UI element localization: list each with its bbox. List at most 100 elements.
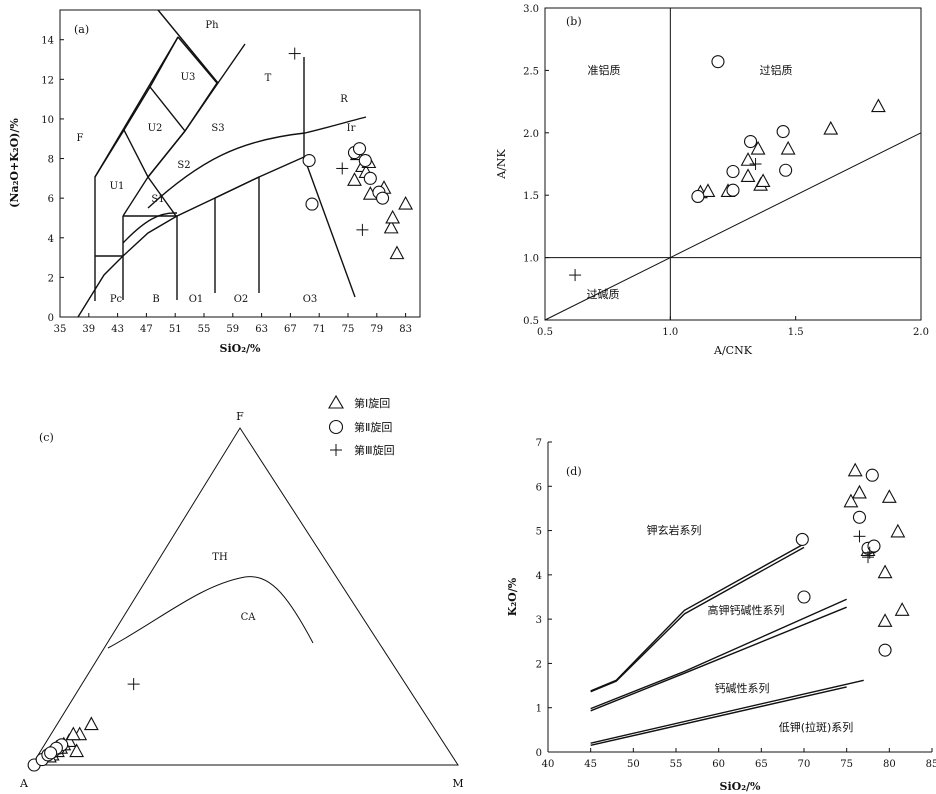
series-boundary-line	[590, 546, 805, 693]
legend-plus-icon	[330, 444, 342, 456]
y-tick-label: 5	[536, 527, 542, 538]
x-tick-label: 45	[584, 759, 597, 770]
data-point-triangle	[700, 183, 716, 198]
data-point-triangle	[69, 743, 85, 758]
y-axis-title-d: K₂O/%	[506, 577, 519, 616]
y-tick-label: 2	[48, 273, 54, 284]
x-tick-label: 79	[370, 324, 383, 335]
x-tick-label: 71	[313, 324, 326, 335]
series-boundary-line	[590, 686, 847, 747]
series-boundary-line	[590, 679, 864, 744]
data-point-triangle	[65, 726, 81, 741]
panel-label-a: (a)	[74, 23, 89, 36]
data-point-circle	[726, 164, 740, 179]
y-tick-label: 4	[48, 234, 54, 245]
y-tick-label: 1.5	[523, 191, 539, 202]
x-tick-label: 40	[542, 759, 555, 770]
y-axis-title-a: (Na₂O+K₂O)/%	[8, 118, 21, 208]
data-point-plus	[749, 158, 762, 170]
x-axis-title-b: A/CNK	[713, 344, 753, 357]
y-tick-label: 0	[536, 748, 542, 759]
data-point-triangle	[823, 120, 839, 135]
x-tick-label: 2.0	[913, 327, 929, 338]
data-point-triangle	[398, 195, 414, 210]
data-point-circle	[363, 171, 377, 185]
tas-field-boundaries	[77, 9, 367, 318]
axis-ticks-b: 0.5 1.0 1.5 2.0 0.5 1.0 1.5 2.0 2.5 3.0	[523, 4, 929, 338]
y-tick-label: 14	[41, 36, 54, 47]
data-point-triangle	[347, 172, 362, 186]
y-tick-label: 6	[48, 194, 54, 205]
plot-frame-b	[544, 7, 922, 321]
data-point-triangle	[740, 152, 756, 166]
field-label-low-k: 低钾(拉斑)系列	[779, 720, 854, 734]
y-tick-label: 7	[536, 438, 542, 449]
data-point-circle	[726, 183, 740, 197]
field-label-r: R	[340, 94, 348, 105]
field-label-o2: O2	[234, 294, 249, 305]
field-label-th: TH	[212, 552, 228, 563]
panel-label-b: (b)	[566, 15, 582, 28]
data-point-circle	[358, 153, 372, 168]
x-tick-label: 70	[798, 759, 811, 770]
field-label-u3: U3	[181, 72, 196, 83]
field-label-o3: O3	[303, 294, 318, 305]
field-label-f: F	[77, 133, 84, 144]
legend-label-1: 第Ⅰ旋回	[354, 396, 390, 410]
data-point-circle	[795, 532, 809, 546]
data-point-triangle	[755, 173, 771, 188]
data-point-plus	[127, 678, 140, 691]
vertex-label-a: A	[19, 777, 29, 790]
series-boundary-line	[590, 606, 847, 712]
data-point-plus	[336, 162, 349, 175]
data-points-a	[288, 47, 414, 260]
vertex-label-m: M	[452, 777, 463, 790]
y-tick-label: 2.5	[523, 66, 539, 77]
boundary-lines-b	[544, 8, 922, 321]
panel-b: 0.5 1.0 1.5 2.0 0.5 1.0 1.5 2.0 2.5 3.0 (b) A/CNK…	[495, 4, 929, 357]
vertex-label-f: F	[236, 410, 244, 423]
y-tick-label: 8	[48, 155, 54, 166]
panel-c: (c) F A M TH CA	[19, 410, 464, 790]
x-tick-label: 50	[627, 759, 640, 770]
data-point-triangle	[385, 209, 401, 224]
afm-triangle	[31, 427, 459, 766]
equal-line	[544, 132, 922, 321]
data-point-circle	[376, 191, 390, 205]
y-tick-label: 10	[41, 115, 54, 126]
x-tick-label: 59	[226, 324, 239, 335]
x-tick-label: 85	[926, 759, 936, 770]
y-axis-title-b: A/NK	[495, 148, 508, 179]
field-label-ca: CA	[241, 612, 257, 623]
data-point-plus	[863, 546, 876, 559]
data-point-triangle	[750, 140, 766, 155]
plot-frame-a	[59, 9, 421, 318]
x-tick-label: 47	[140, 324, 153, 335]
data-point-circle	[797, 590, 811, 604]
x-tick-label: 1.5	[788, 327, 804, 338]
field-label-peralkaline: 过碱质	[587, 288, 620, 301]
data-point-triangle	[780, 140, 796, 155]
data-point-triangle	[83, 716, 99, 731]
field-label-s1: S1	[151, 194, 164, 205]
x-tick-label: 75	[342, 324, 355, 335]
series-boundaries-d	[590, 543, 864, 747]
data-point-circle	[352, 142, 367, 156]
x-tick-label: 35	[54, 324, 67, 335]
series-boundary-line	[590, 598, 847, 710]
y-tick-label: 6	[536, 482, 542, 493]
x-tick-label: 80	[883, 759, 896, 770]
data-point-circle	[305, 197, 319, 211]
field-label-high-k: 高钾钙碱性系列	[708, 603, 785, 617]
data-point-circle	[743, 134, 758, 149]
field-label-pc: Pc	[110, 294, 123, 305]
field-label-shoshonite: 钾玄岩系列	[647, 523, 702, 537]
x-tick-label: 83	[399, 324, 412, 335]
field-label-u1: U1	[110, 181, 125, 192]
x-tick-label: 65	[755, 759, 768, 770]
x-tick-label: 55	[670, 759, 683, 770]
y-tick-label: 12	[41, 75, 54, 86]
data-point-circle	[711, 55, 725, 69]
data-point-triangle	[890, 523, 906, 538]
